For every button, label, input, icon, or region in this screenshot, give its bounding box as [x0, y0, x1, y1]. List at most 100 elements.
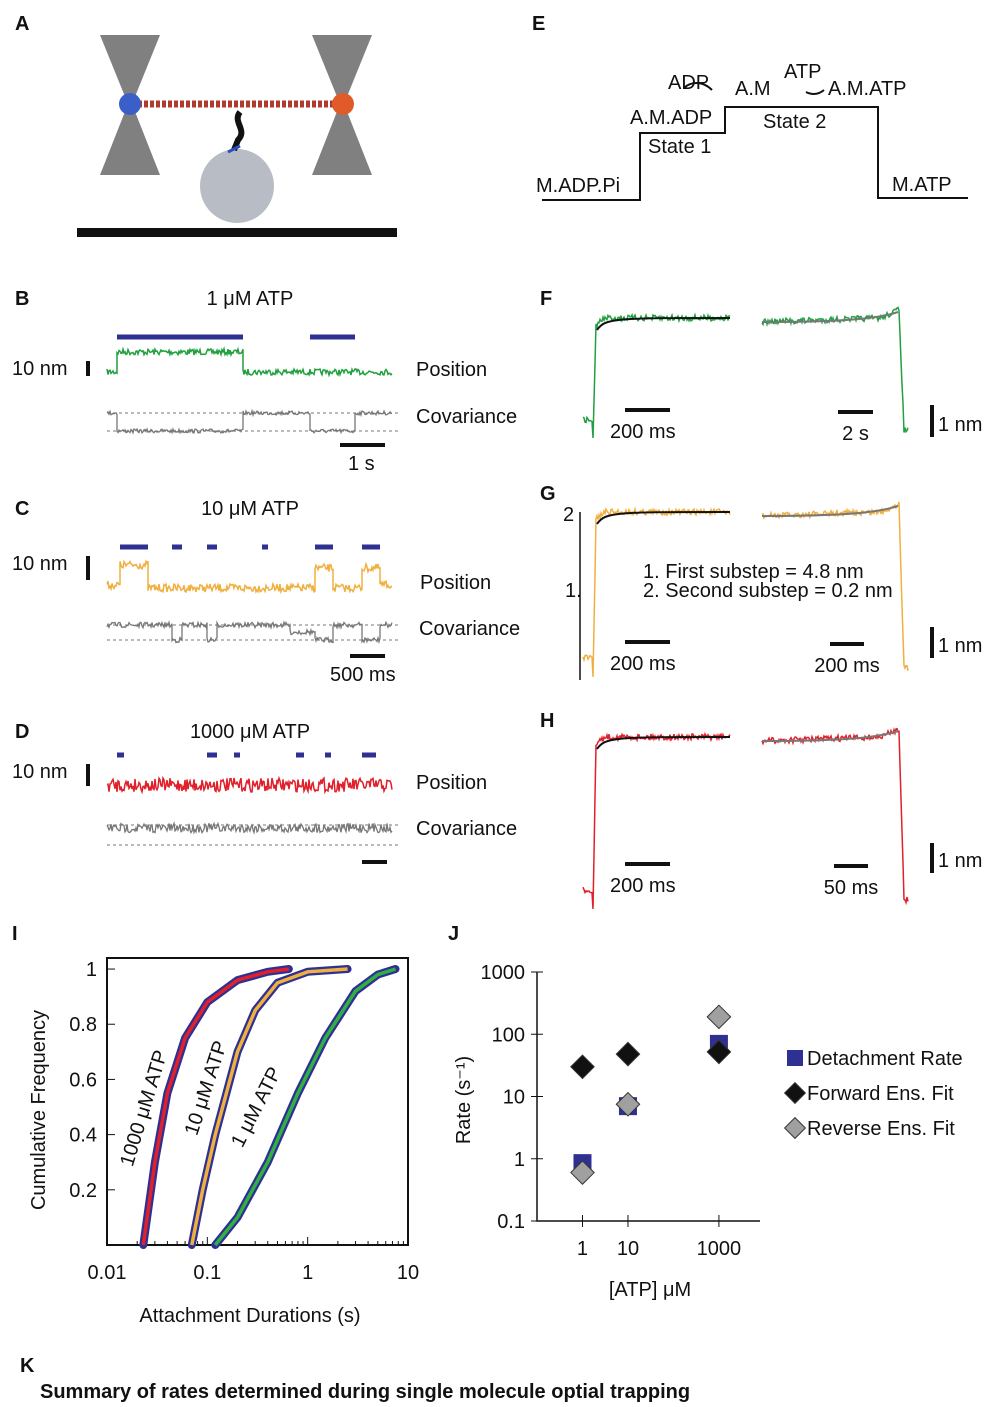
trace [761, 306, 909, 434]
row-label: Position [416, 772, 487, 794]
axes [536, 972, 760, 1222]
scale-label: 1 nm [938, 850, 982, 872]
scale-label: 1 nm [938, 414, 982, 436]
marker [615, 1041, 641, 1067]
panel-label: J [448, 923, 459, 945]
panel-label: K [20, 1355, 35, 1377]
panel-label: B [15, 288, 29, 310]
curve [213, 967, 397, 1247]
state: A.M [735, 78, 771, 100]
fit [761, 505, 899, 517]
panel-label: F [540, 288, 552, 310]
scale-label: 10 nm [12, 553, 68, 575]
state-label: State 1 [648, 136, 711, 158]
panel-label: I [12, 923, 18, 945]
x-tick-label: 1000 [697, 1238, 742, 1260]
step-mark: 1. [565, 580, 582, 602]
fit [761, 730, 899, 742]
traces [86, 306, 934, 909]
x-tick-label: 1 [577, 1238, 588, 1260]
scale-label: 10 nm [12, 358, 68, 380]
trace [106, 820, 393, 835]
x-tick-label: 10 [397, 1262, 419, 1284]
trace [106, 775, 393, 795]
x-tick-label: 0.1 [193, 1262, 221, 1284]
legend-label: Reverse Ens. Fit [807, 1118, 955, 1140]
y-tick-label: 1000 [481, 962, 526, 984]
state: A.M.ADP [630, 107, 712, 129]
x-axis-label: [ATP] μM [609, 1279, 691, 1301]
scale-label: 200 ms [814, 655, 880, 677]
trap-drawing [77, 35, 397, 237]
y-tick-label: 100 [492, 1024, 525, 1046]
trace [761, 501, 909, 671]
note: 1. First substep = 4.8 nm [643, 561, 864, 583]
panel-label: H [540, 710, 554, 732]
curve [141, 967, 290, 1246]
trace-title: 1000 μM ATP [190, 721, 310, 743]
row-label: Covariance [416, 406, 517, 428]
row-label: Position [416, 359, 487, 381]
y-tick-label: 0.6 [69, 1069, 97, 1091]
scale-label: 1 s [348, 453, 375, 475]
row-label: Covariance [416, 818, 517, 840]
y-tick-label: 0.8 [69, 1014, 97, 1036]
marker [570, 1054, 595, 1080]
marker [706, 1004, 732, 1030]
scale-label: 200 ms [610, 653, 676, 675]
y-axis-label: Cumulative Frequency [28, 1010, 50, 1210]
note: 2. Second substep = 0.2 nm [643, 580, 893, 602]
y-tick-label: 1 [86, 959, 97, 981]
atp: ATP [784, 61, 821, 83]
state-diagram [542, 82, 968, 201]
trace [106, 620, 393, 645]
state: M.ATP [892, 174, 952, 196]
adp: ADP [668, 72, 709, 94]
y-tick-label: 0.2 [69, 1180, 97, 1202]
fit [596, 317, 731, 331]
scale-label: 500 ms [330, 664, 396, 686]
y-tick-label: 0.4 [69, 1125, 97, 1147]
trace [582, 732, 731, 909]
legend-marker [783, 1116, 807, 1140]
x-axis-label: Attachment Durations (s) [139, 1305, 360, 1327]
panel-label: E [532, 13, 545, 35]
state: M.ADP.Pi [536, 175, 620, 197]
trace [106, 346, 393, 378]
panel-label: G [540, 483, 556, 505]
curve [190, 967, 348, 1246]
marker [706, 1039, 732, 1065]
scale-label: 1 nm [938, 635, 982, 657]
panel-label: A [15, 13, 29, 35]
trace-title: 1 μM ATP [207, 288, 294, 310]
table-title: Summary of rates determined during singl… [40, 1381, 690, 1403]
trace [582, 312, 731, 439]
y-tick-label: 10 [503, 1087, 525, 1109]
fit [596, 511, 731, 525]
legend-label: Detachment Rate [807, 1048, 963, 1070]
fit [596, 736, 731, 750]
scale-label: 200 ms [610, 421, 676, 443]
x-tick-label: 1 [302, 1262, 313, 1284]
x-tick-label: 0.01 [88, 1262, 127, 1284]
row-label: Covariance [419, 618, 520, 640]
row-label: Position [420, 572, 491, 594]
trace-title: 10 μM ATP [201, 498, 299, 520]
state-label: State 2 [763, 111, 826, 133]
marker [615, 1091, 641, 1117]
y-axis-label: Rate (s⁻¹) [453, 1056, 475, 1144]
scale-label: 10 nm [12, 761, 68, 783]
scale-label: 2 s [842, 423, 869, 445]
y-tick-label: 0.1 [497, 1211, 525, 1233]
x-tick-label: 10 [617, 1238, 639, 1260]
legend-marker [787, 1050, 803, 1066]
curve-outline [187, 965, 352, 1249]
panel-label: D [15, 721, 29, 743]
legend-label: Forward Ens. Fit [807, 1083, 954, 1105]
fit [761, 311, 899, 323]
curve-outline [211, 965, 400, 1249]
legend-marker [783, 1081, 807, 1105]
trace [106, 408, 393, 435]
